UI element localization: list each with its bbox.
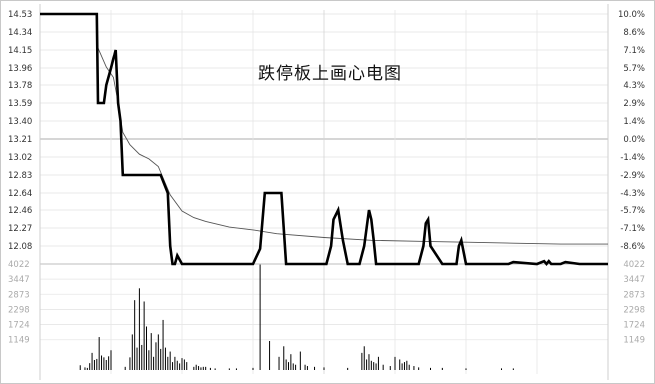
percent-tick-label: 1.4% <box>623 117 645 127</box>
percent-tick-label: -2.9% <box>620 171 645 181</box>
percent-tick-label: 0.0% <box>623 135 645 145</box>
percent-tick-label: -8.6% <box>620 242 645 252</box>
price-tick-label: 14.34 <box>8 28 32 38</box>
volume-tick-label-right: 2298 <box>623 305 645 315</box>
price-tick-label: 14.15 <box>8 46 32 56</box>
price-tick-label: 13.40 <box>8 117 32 127</box>
series-price-line <box>40 12 608 267</box>
volume-tick-label: 2298 <box>8 305 30 315</box>
price-tick-label: 12.08 <box>8 242 32 252</box>
volume-tick-label-right: 1149 <box>623 336 645 346</box>
price-tick-label: 13.78 <box>8 81 32 91</box>
volume-tick-label: 2873 <box>8 290 30 300</box>
percent-axis: 10.0% 8.6% 7.1% 5.7% 4.3% 2.9% 1.4% 0.0% -1.4% -2… <box>618 10 645 252</box>
percent-tick-label: -5.7% <box>620 206 645 216</box>
volume-axis: 4022 4022 3447 3447 2873 2873 2298 2298 1724 1724… <box>8 260 645 346</box>
price-tick-label: 12.46 <box>8 206 32 216</box>
volume-tick-label-right: 4022 <box>623 260 645 270</box>
price-tick-label: 12.83 <box>8 171 32 181</box>
percent-tick-label: -1.4% <box>620 153 645 163</box>
volume-tick-label: 1724 <box>8 321 30 331</box>
price-tick-label: 13.96 <box>8 64 32 74</box>
percent-tick-label: -7.1% <box>620 224 645 234</box>
price-tick-label: 13.02 <box>8 153 32 163</box>
volume-tick-label: 1149 <box>8 336 30 346</box>
chart-title: 跌停板上画心电图 <box>258 64 402 84</box>
percent-tick-label: 10.0% <box>618 10 645 20</box>
price-tick-label: 13.21 <box>8 135 32 145</box>
percent-tick-label: 5.7% <box>623 64 645 74</box>
percent-tick-label: 7.1% <box>623 46 645 56</box>
price-axis: 14.53 14.34 14.15 13.96 13.78 13.59 13.40 13.21… <box>8 10 32 252</box>
percent-tick-label: 4.3% <box>623 81 645 91</box>
volume-tick-label: 4022 <box>8 260 30 270</box>
percent-tick-label: 2.9% <box>623 99 645 109</box>
price-tick-label: 12.64 <box>8 189 32 199</box>
volume-tick-label: 3447 <box>8 275 30 285</box>
volume-tick-label-right: 3447 <box>623 275 645 285</box>
price-tick-label: 14.53 <box>8 10 32 20</box>
volume-tick-label-right: 2873 <box>623 290 645 300</box>
price-tick-label: 13.59 <box>8 99 32 109</box>
percent-tick-label: 8.6% <box>623 28 645 38</box>
volume-tick-label-right: 1724 <box>623 321 645 331</box>
percent-tick-label: -4.3% <box>620 189 645 199</box>
price-tick-label: 12.27 <box>8 224 32 234</box>
volume-bars <box>79 264 514 370</box>
